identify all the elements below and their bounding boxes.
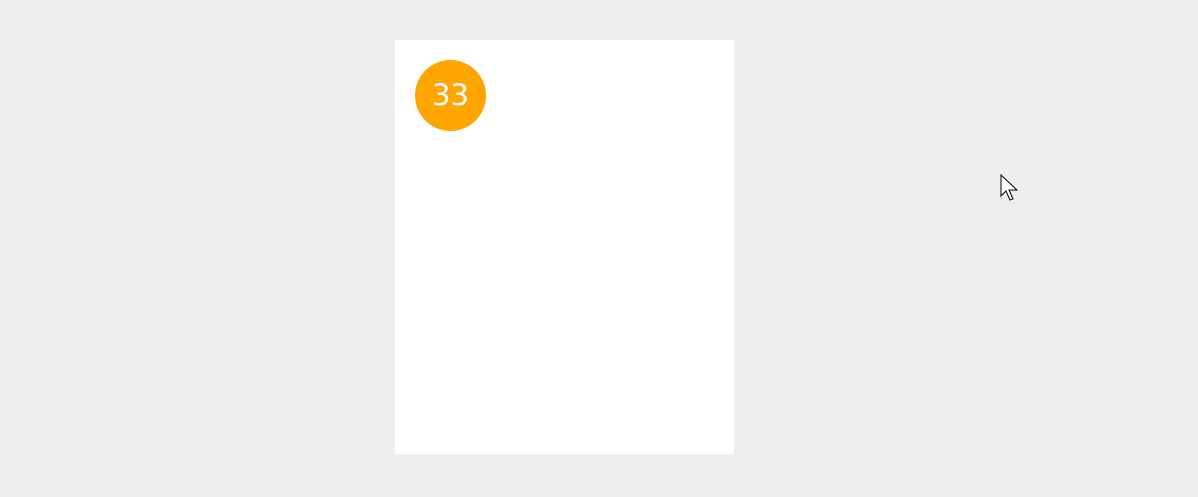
mouse-pointer-icon xyxy=(1000,174,1019,201)
count-badge[interactable]: 33 xyxy=(415,60,486,131)
content-panel: 33 xyxy=(395,40,734,454)
